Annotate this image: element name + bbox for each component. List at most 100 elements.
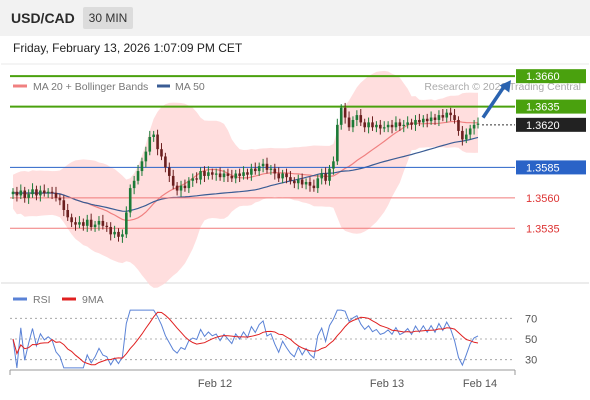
candle-body: [390, 124, 394, 128]
candle-body: [39, 190, 42, 196]
ma50-line: [13, 136, 479, 212]
candle-body: [382, 127, 386, 129]
candle-body: [82, 222, 85, 226]
rsi-legend-label: RSI: [33, 294, 51, 306]
candle-body: [328, 168, 331, 181]
x-tick-label: Feb 13: [370, 378, 404, 390]
candle-body: [89, 219, 93, 228]
x-tick-label: Feb 12: [198, 378, 232, 390]
pivot-tag: [516, 160, 586, 175]
x-tick-labels: Feb 12 Feb 13 Feb 14: [198, 378, 497, 390]
candle-body: [468, 128, 472, 135]
candle-body: [222, 173, 226, 178]
candle-body: [11, 191, 15, 195]
candle-body: [148, 137, 152, 152]
candle-body: [121, 234, 124, 237]
candle-body: [281, 173, 284, 179]
rsi-tick-labels: 70 50 30: [525, 313, 537, 366]
candle-body: [379, 124, 382, 129]
rsi-tick-label: 30: [525, 355, 537, 367]
candle-body: [156, 134, 159, 150]
candle-body: [168, 167, 171, 176]
candle-body: [425, 118, 429, 122]
candle-body: [437, 115, 441, 120]
candle-body: [324, 173, 327, 181]
candle-body: [398, 122, 402, 127]
candle-body: [312, 185, 316, 189]
candle-body: [308, 182, 312, 186]
candle-body: [210, 172, 214, 175]
candle-body: [269, 168, 273, 170]
candle-body: [336, 124, 339, 162]
candle-body: [74, 222, 77, 225]
candle-body: [191, 178, 195, 181]
candle-body: [246, 172, 249, 175]
bollinger-band: [13, 70, 478, 288]
candle-body: [85, 219, 89, 226]
candle-body: [183, 185, 187, 189]
last-price-tag: [516, 117, 586, 132]
candle-body: [277, 173, 281, 179]
candle-body: [199, 171, 202, 180]
candle-body: [27, 194, 30, 198]
candle-body: [304, 182, 308, 185]
resistance-tag: [516, 99, 586, 114]
candle-body: [285, 173, 288, 178]
candle-body: [343, 107, 347, 118]
candle-body: [257, 166, 261, 172]
candle-body: [332, 161, 335, 169]
candle-body: [136, 171, 140, 181]
price-legend: MA 20 + Bollinger Bands MA 50 Research ©…: [13, 81, 581, 93]
projection-arrow-head: [499, 80, 511, 93]
candle-body: [46, 191, 50, 193]
level-label-1.3560: 1.3560: [526, 193, 560, 205]
candle-body: [66, 210, 70, 218]
candle-body: [414, 119, 417, 125]
level-label-1.3620: 1.3620: [526, 120, 560, 132]
candle-body: [445, 112, 449, 118]
rsi-ma-line: [12, 311, 479, 366]
candle-body: [207, 172, 210, 176]
rsi-ma-legend-label: 9MA: [82, 294, 104, 306]
candle-body: [250, 168, 253, 175]
level-lines: [10, 75, 515, 229]
candle-body: [23, 190, 27, 198]
candle-body: [351, 119, 355, 128]
rsi-tick-label: 50: [525, 334, 537, 346]
candles: [11, 102, 480, 243]
candle-body: [218, 173, 222, 178]
candle-body: [70, 217, 73, 223]
date-time: Friday, February 13, 2026 1:07:09 PM CET: [13, 41, 243, 55]
candle-body: [152, 134, 155, 137]
candle-body: [160, 149, 163, 157]
candle-body: [140, 161, 144, 172]
candle-body: [406, 122, 409, 125]
candle-body: [476, 123, 480, 125]
candle-body: [203, 171, 206, 176]
candle-body: [93, 224, 97, 228]
candle-body: [457, 119, 460, 131]
candle-body: [375, 124, 378, 128]
candle-body: [132, 180, 136, 189]
candle-body: [78, 222, 81, 225]
candle-body: [347, 117, 351, 128]
level-label-1.3535: 1.3535: [526, 223, 560, 235]
candle-body: [234, 173, 238, 179]
rsi-line: [12, 309, 479, 369]
candle-body: [265, 163, 269, 170]
candle-body: [316, 178, 320, 189]
timeframe-button[interactable]: 30 MIN: [83, 7, 133, 29]
top-bar: USD/CAD 30 MIN: [0, 0, 590, 36]
candle-body: [171, 175, 175, 186]
x-axis: Feb 12 Feb 13 Feb 14: [9, 369, 516, 390]
rsi-panel: RSI 9MA 70 50 30: [10, 294, 537, 369]
symbol-label: USD/CAD: [11, 10, 75, 26]
candle-body: [363, 122, 366, 128]
candle-body: [464, 134, 468, 140]
x-tick-label: Feb 14: [463, 378, 497, 390]
level-label-1.3585: 1.3585: [526, 162, 560, 174]
candle-body: [238, 173, 241, 176]
candle-body: [421, 118, 425, 123]
candle-body: [402, 124, 406, 127]
